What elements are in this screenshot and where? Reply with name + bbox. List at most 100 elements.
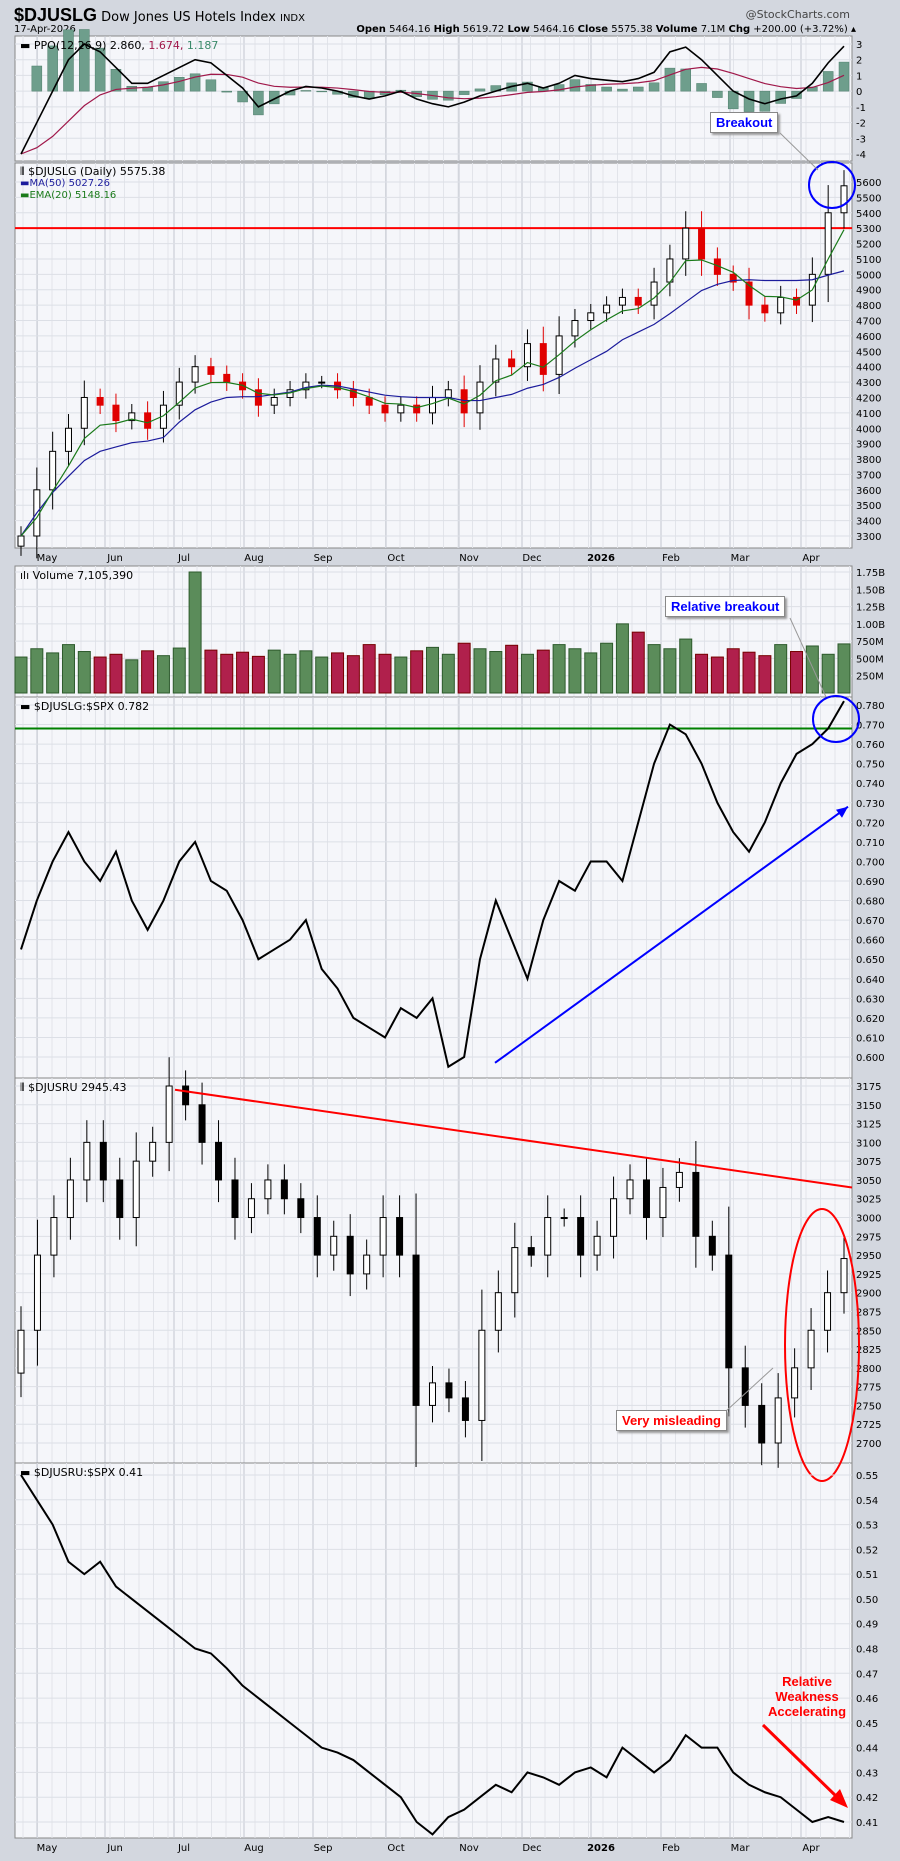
x-tick-label: Apr <box>802 1843 820 1854</box>
y-tick-label: 0.53 <box>856 1521 878 1532</box>
x-tick-label: Oct <box>387 553 404 564</box>
y-tick-label: 4200 <box>856 393 881 404</box>
ma50-legend: ▬MA(50) 5027.26 <box>20 178 110 189</box>
x-tick-label: Mar <box>731 553 751 564</box>
y-tick-label: 2750 <box>856 1401 881 1412</box>
y-tick-label: 0.49 <box>856 1620 878 1631</box>
y-tick-label: 5300 <box>856 224 881 235</box>
y-tick-label: 4500 <box>856 347 881 358</box>
ema20-legend: ▬EMA(20) 5148.16 <box>20 190 117 201</box>
candle-body <box>365 396 373 406</box>
y-tick-label: 2950 <box>856 1251 881 1262</box>
candle-body <box>280 1179 288 1200</box>
x-tick-label: May <box>37 553 58 564</box>
ppo-histogram-bar <box>458 90 470 95</box>
ppo-histogram-bar <box>743 90 755 112</box>
volume-bar <box>30 648 44 694</box>
x-tick-label: Dec <box>522 1843 541 1854</box>
ppo-histogram-bar <box>110 69 122 92</box>
ppo-histogram-bar <box>648 82 660 92</box>
y-tick-label: 3175 <box>856 1082 881 1093</box>
volume-bar <box>410 650 424 694</box>
candle-body <box>363 1254 371 1275</box>
candle-body <box>223 373 231 383</box>
candle-body <box>508 358 516 368</box>
y-tick-label: 0.45 <box>856 1719 878 1730</box>
volume-legend: ılı Volume 7,105,390 <box>20 569 134 582</box>
volume-bar <box>805 645 819 694</box>
callout-pointer <box>724 1367 774 1413</box>
y-tick-label: 0.50 <box>856 1595 878 1606</box>
ppo-line <box>20 43 845 155</box>
x-tick-label: 2026 <box>587 1843 615 1854</box>
x-tick-label: Jul <box>177 1843 190 1854</box>
candle-body <box>571 320 579 337</box>
ppo-histogram-bar <box>712 90 723 98</box>
candle-body <box>99 1141 107 1181</box>
y-tick-label: 0.710 <box>856 838 885 849</box>
candle-body <box>675 1171 683 1188</box>
candle-body <box>494 1292 502 1331</box>
y-tick-label: 0.47 <box>856 1669 878 1680</box>
volume-bar <box>726 648 740 694</box>
y-tick-label: 3125 <box>856 1120 881 1131</box>
breakout-circle <box>808 161 856 209</box>
candle-body <box>793 296 801 306</box>
y-tick-label: 5000 <box>856 270 881 281</box>
y-tick-label: 4800 <box>856 301 881 312</box>
ppo-histogram-bar <box>838 61 850 92</box>
candle-body <box>429 396 436 414</box>
ppo-histogram-bar <box>79 29 90 92</box>
panel-ratio_ru_spx <box>14 1462 853 1839</box>
volume-bar <box>489 651 503 694</box>
ratio2-legend: ▬ $DJUSRU:$SPX 0.41 <box>20 1466 144 1479</box>
candle-body <box>128 412 136 422</box>
y-tick-label: 3100 <box>856 1138 881 1149</box>
candle-body <box>461 1397 469 1421</box>
candle-body <box>761 304 769 314</box>
volume-bar <box>299 650 313 694</box>
volume-bar <box>457 642 471 694</box>
volume-bar <box>204 649 218 694</box>
candle-body <box>165 1085 173 1143</box>
candle-body <box>318 381 326 384</box>
volume-bar <box>331 652 345 694</box>
y-tick-label: 3900 <box>856 440 881 451</box>
candle-body <box>264 1179 272 1200</box>
volume-bar <box>188 571 202 694</box>
volume-bar <box>426 646 439 694</box>
volume-bar <box>647 644 661 694</box>
y-tick-label: 2850 <box>856 1326 881 1337</box>
y-tick-label: -4 <box>856 150 866 161</box>
ppo-histogram-bar <box>189 73 201 92</box>
x-tick-label: Nov <box>459 553 479 564</box>
volume-bar <box>46 652 60 694</box>
y-tick-label: 3075 <box>856 1157 881 1168</box>
candle-body <box>413 404 421 414</box>
candle-body <box>207 366 215 375</box>
y-tick-label: 0.780 <box>856 701 885 712</box>
chart-date: 17-Apr-2026 <box>14 24 76 35</box>
ppo-histogram-bar <box>443 90 454 101</box>
ppo-histogram-bar <box>174 77 185 92</box>
djusru-legend: ⫴ $DJUSRU 2945.43 <box>20 1081 127 1094</box>
chart-title: $DJUSLG Dow Jones US Hotels Index INDX <box>14 5 305 25</box>
y-tick-label: 0.54 <box>856 1496 878 1507</box>
volume-bar <box>568 648 582 694</box>
y-tick-label: 0.650 <box>856 955 885 966</box>
candle-body <box>634 296 642 306</box>
x-tick-label: Dec <box>522 553 541 564</box>
candle-body <box>777 296 785 314</box>
volume-bar <box>125 659 139 694</box>
red-downtrend-line <box>174 1088 853 1189</box>
y-tick-label: 0.640 <box>856 975 885 986</box>
candle-body <box>824 1292 832 1331</box>
y-tick-label: 0.670 <box>856 916 885 927</box>
candle-body <box>745 281 753 306</box>
y-tick-label: 2775 <box>856 1383 881 1394</box>
candle-body <box>593 1235 601 1256</box>
y-tick-label: -1 <box>856 103 866 114</box>
ppo-histogram-bar <box>31 65 43 92</box>
y-tick-label: 2925 <box>856 1270 881 1281</box>
volume-bar <box>141 650 155 694</box>
